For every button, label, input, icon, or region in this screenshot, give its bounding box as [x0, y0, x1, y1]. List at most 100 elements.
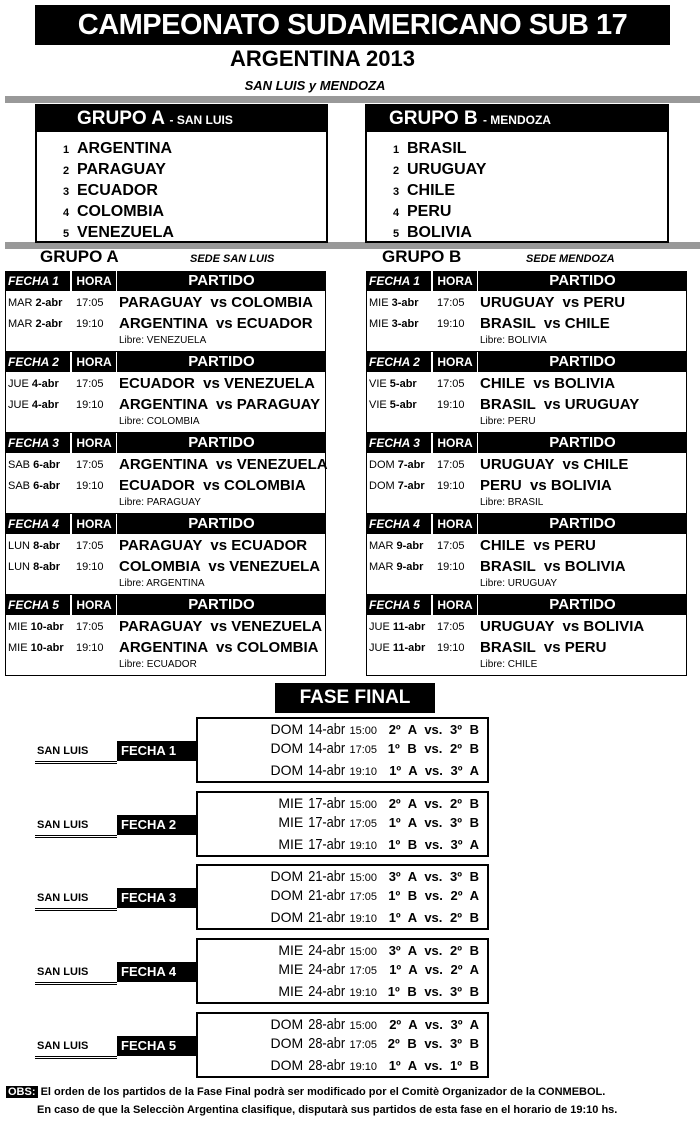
team-name: URUGUAY — [407, 161, 487, 178]
match-time: 19:10 — [76, 480, 104, 492]
fecha-header: FECHA 2 HORA PARTIDO — [5, 352, 326, 372]
team-item: 3 CHILE — [393, 180, 667, 201]
match-day: MIE — [369, 297, 389, 309]
final-venue: SAN LUIS — [37, 966, 89, 979]
team-number: 2 — [63, 165, 70, 177]
team-list: 1 ARGENTINA 2 PARAGUAY 3 ECUADOR 4 COLOMBIA 5 VEN… — [37, 132, 326, 243]
final-day: DOM — [270, 868, 304, 885]
match-row: SAB 6-abr 17:05 ARGENTINA vs VENEZUELA — [6, 455, 328, 475]
final-time: 17:05 — [349, 817, 377, 830]
match-time: 17:05 — [437, 378, 465, 390]
match-row: JUE 11-abr 19:10 BRASIL vs PERU — [367, 638, 686, 658]
partido-header: PARTIDO — [188, 434, 255, 451]
team-item: 1 BRASIL — [393, 138, 667, 159]
match-row: MIE 3-abr 19:10 BRASIL vs CHILE — [367, 314, 686, 334]
final-match-row: MIE 24-abr 19:10 1º B vs. 3º B — [278, 981, 479, 1001]
final-time: 19:10 — [349, 766, 377, 778]
group-sede: - SAN LUIS — [169, 113, 233, 127]
final-time: 17:05 — [349, 965, 377, 978]
final-match-row: DOM 14-abr 15:00 2º A vs. 3º B — [271, 719, 479, 739]
team-number: 3 — [393, 186, 400, 198]
match-teams: BRASIL vs PERU — [480, 639, 607, 656]
match-day: JUE — [8, 399, 29, 411]
venue-underline — [35, 1055, 117, 1059]
final-venue: SAN LUIS — [37, 745, 89, 757]
match-row: LUN 8-abr 19:10 COLOMBIA vs VENEZUELA — [6, 557, 325, 577]
match-time: 17:05 — [437, 459, 465, 471]
libre-team: Libre: PARAGUAY — [119, 497, 201, 508]
match-time: 19:10 — [437, 480, 465, 492]
match-teams: COLOMBIA vs VENEZUELA — [119, 558, 321, 575]
team-name: ECUADOR — [77, 182, 158, 199]
partido-header: PARTIDO — [188, 515, 255, 532]
final-date: 28-abr — [307, 1034, 345, 1052]
team-name: CHILE — [407, 182, 455, 199]
match-row: VIE 5-abr 17:05 CHILE vs BOLIVIA — [367, 374, 686, 394]
final-day: DOM — [270, 721, 304, 737]
fecha-body: DOM 7-abr 17:05 URUGUAY vs CHILE DOM 7-abr 1… — [366, 453, 687, 514]
team-item: 4 COLOMBIA — [63, 201, 326, 222]
team-item: 2 PARAGUAY — [63, 159, 326, 180]
final-match-row: MIE 24-abr 15:00 3º A vs. 2º B — [278, 940, 479, 960]
team-name: COLOMBIA — [77, 203, 165, 220]
final-match-row: DOM 21-abr 19:10 1º A vs. 2º B — [271, 907, 479, 927]
fecha-body: MAR 2-abr 17:05 PARAGUAY vs COLOMBIA MAR 2-… — [5, 291, 326, 352]
final-date: 14-abr — [307, 762, 345, 779]
final-match-row: DOM 21-abr 15:00 3º A vs. 3º B — [271, 866, 479, 886]
fecha-block: FECHA 2 HORA PARTIDO JUE 4-abr 17:05 ECUADOR … — [5, 352, 326, 433]
match-date-value: 11-abr — [392, 621, 426, 633]
match-time: 19:10 — [437, 642, 465, 654]
team-number: 5 — [63, 228, 70, 240]
match-time: 17:05 — [76, 459, 104, 471]
team-list: 1 BRASIL 2 URUGUAY 3 CHILE 4 PERU 5 BOLIVIA — [367, 132, 667, 243]
final-date: 21-abr — [307, 868, 345, 886]
fecha-block: FECHA 3 HORA PARTIDO SAB 6-abr 17:05 ARGENTIN… — [5, 433, 328, 514]
final-match-box: DOM 28-abr 15:00 2º A vs. 3º A DOM 28-abr … — [196, 1011, 489, 1078]
match-row: MAR 9-abr 19:10 BRASIL vs BOLIVIA — [367, 557, 686, 577]
match-day: SAB — [8, 480, 31, 492]
match-teams: ARGENTINA vs ECUADOR — [119, 315, 313, 332]
final-date: 28-abr — [307, 1056, 345, 1074]
match-teams: PERU vs BOLIVIA — [480, 477, 612, 494]
final-time: 17:05 — [349, 891, 377, 904]
final-time: 17:05 — [349, 744, 377, 756]
fecha-body: LUN 8-abr 17:05 PARAGUAY vs ECUADOR LUN 8-a… — [5, 534, 326, 595]
match-day: MIE — [369, 318, 389, 330]
group-header: GRUPO B - MENDOZA — [367, 106, 667, 132]
fecha-label: FECHA 5 — [5, 595, 72, 615]
final-round: SAN LUIS FECHA 3 DOM 21-abr 15:00 3º A vs. … — [0, 864, 700, 931]
team-name: PARAGUAY — [77, 161, 166, 178]
match-date: MIE 3-abr — [369, 293, 419, 313]
match-teams: ECUADOR vs VENEZUELA — [119, 375, 315, 392]
final-matchup: 1º B vs. 2º A — [388, 888, 479, 904]
match-date: JUE 11-abr — [369, 617, 425, 637]
team-number: 4 — [63, 207, 70, 219]
final-date: 24-abr — [307, 961, 345, 979]
match-row: SAB 6-abr 19:10 ECUADOR vs COLOMBIA — [6, 476, 325, 496]
venue-underline — [35, 908, 117, 912]
fecha-body: SAB 6-abr 17:05 ARGENTINA vs VENEZUELA SAB … — [5, 453, 328, 514]
match-teams: ARGENTINA vs VENEZUELA — [119, 456, 328, 473]
match-date: MAR 9-abr — [369, 536, 423, 556]
match-row: DOM 7-abr 19:10 PERU vs BOLIVIA — [367, 476, 686, 496]
venues: SAN LUIS y MENDOZA — [244, 78, 386, 93]
match-date: MAR 9-abr — [369, 557, 423, 577]
match-day: MAR — [8, 297, 33, 309]
hora-header: HORA — [72, 595, 117, 615]
match-date: LUN 8-abr — [8, 536, 60, 556]
final-date: 21-abr — [307, 887, 345, 905]
fixture-group-title: GRUPO B — [382, 247, 462, 266]
match-date: SAB 6-abr — [8, 455, 60, 475]
team-item: 5 VENEZUELA — [63, 222, 326, 243]
match-day: SAB — [8, 459, 31, 471]
libre-team: Libre: PERU — [480, 416, 536, 427]
fecha-header: FECHA 1 HORA PARTIDO — [5, 271, 326, 291]
fixture-group-title: GRUPO A — [40, 247, 119, 266]
hora-header: HORA — [433, 514, 478, 534]
match-time: 19:10 — [76, 561, 104, 573]
group-header: GRUPO A - SAN LUIS — [37, 106, 326, 132]
fecha-header: FECHA 2 HORA PARTIDO — [366, 352, 687, 372]
final-venue: SAN LUIS — [37, 1039, 89, 1052]
match-date-value: 3-abr — [391, 318, 419, 330]
final-time: 19:10 — [349, 913, 377, 926]
